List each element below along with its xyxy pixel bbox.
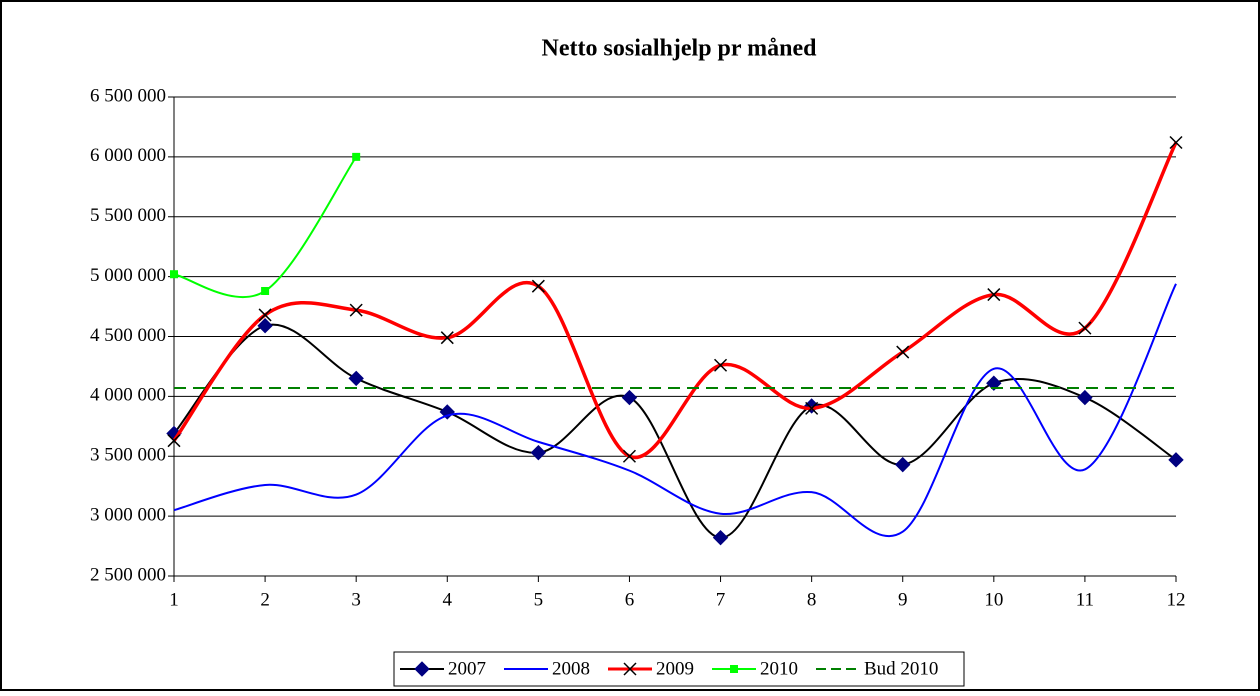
y-tick-label: 6 500 000 [90, 85, 166, 106]
x-tick-label: 9 [898, 589, 908, 610]
y-tick-label: 4 500 000 [90, 325, 166, 346]
marker [987, 288, 1001, 302]
marker [440, 331, 454, 345]
legend-label: 2009 [656, 658, 694, 679]
x-tick-label: 4 [443, 589, 453, 610]
x-tick-label: 1 [169, 589, 179, 610]
marker [167, 434, 181, 448]
marker [621, 389, 638, 406]
y-tick-label: 4 000 000 [90, 385, 166, 406]
marker [439, 404, 455, 420]
marker [348, 370, 364, 387]
marker [805, 401, 819, 415]
marker [531, 279, 545, 293]
series-line [173, 283, 1177, 538]
marker [170, 270, 178, 279]
legend-label: Bud 2010 [864, 658, 938, 679]
x-tick-label: 6 [625, 589, 635, 610]
legend-label: 2008 [552, 658, 590, 679]
y-tick-label: 5 000 000 [90, 265, 166, 286]
series-line [172, 141, 1178, 460]
x-tick-label: 12 [1167, 589, 1186, 610]
legend-marker [730, 665, 738, 673]
marker [712, 529, 729, 546]
marker [622, 449, 636, 463]
marker [714, 358, 728, 372]
marker [986, 375, 1002, 391]
legend-marker [623, 662, 637, 676]
marker [1078, 321, 1092, 335]
legend-label: 2007 [448, 658, 486, 679]
y-tick-label: 5 500 000 [90, 205, 166, 226]
legend-marker [414, 661, 430, 677]
legend-box [393, 651, 965, 687]
x-tick-label: 8 [807, 589, 817, 610]
y-tick-label: 6 000 000 [90, 145, 166, 166]
x-tick-label: 5 [534, 589, 544, 610]
marker [896, 345, 910, 359]
legend-label: 2010 [760, 658, 798, 679]
marker [261, 286, 270, 295]
y-tick-label: 3 500 000 [90, 445, 166, 466]
y-tick-label: 2 500 000 [90, 564, 166, 585]
marker [1169, 135, 1183, 150]
marker [530, 444, 547, 461]
marker [895, 456, 911, 473]
chart-title: Netto sosialhjelp pr måned [542, 36, 818, 62]
x-tick-label: 2 [260, 589, 270, 610]
marker [258, 308, 272, 322]
marker [352, 152, 361, 161]
legend: 2007 2008 2009 2010 Bud 2010 [393, 651, 965, 687]
x-tick-label: 11 [1076, 589, 1094, 610]
y-tick-label: 3 000 000 [90, 504, 166, 525]
x-tick-label: 10 [984, 589, 1003, 610]
x-tick-label: 7 [716, 589, 726, 610]
marker [257, 318, 273, 334]
x-tick-label: 3 [351, 589, 361, 610]
marker [349, 303, 363, 317]
marker [1168, 452, 1184, 468]
marker [1077, 389, 1093, 406]
